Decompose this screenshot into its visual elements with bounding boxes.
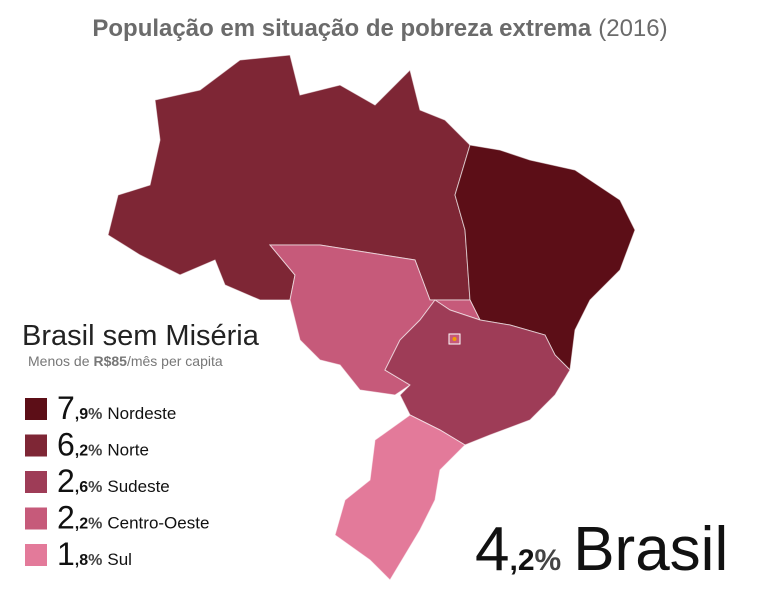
legend-unit: % xyxy=(88,443,102,460)
brasilia-dot xyxy=(452,337,457,341)
legend-text: 7,9% Nordeste xyxy=(57,390,176,426)
subtitle-before: Menos de xyxy=(28,353,90,369)
region-sul xyxy=(334,414,466,581)
legend-swatch xyxy=(25,544,47,566)
total-unit: % xyxy=(535,544,562,577)
title: População em situação de pobreza extrema… xyxy=(92,15,667,42)
total-label: Brasil xyxy=(573,515,728,584)
legend-unit: % xyxy=(88,406,102,423)
legend-region: Nordeste xyxy=(107,404,176,423)
legend-unit: % xyxy=(88,516,102,533)
legend-dec: ,2 xyxy=(75,516,88,533)
legend-int: 2 xyxy=(57,463,75,499)
legend-region: Centro-Oeste xyxy=(107,514,209,533)
title-year: (2016) xyxy=(598,15,667,42)
legend-region: Norte xyxy=(107,441,149,460)
total-dec: ,2 xyxy=(509,544,534,577)
legend-dec: ,6 xyxy=(75,479,88,496)
legend-text: 6,2% Norte xyxy=(57,427,149,463)
title-main: População em situação de pobreza extrema xyxy=(92,15,591,42)
legend-dec: ,8 xyxy=(75,552,88,569)
legend-swatch xyxy=(25,398,47,420)
legend-dec: ,2 xyxy=(75,443,88,460)
program-subtitle: Menos de R$85/mês per capita xyxy=(28,353,223,369)
legend-unit: % xyxy=(88,552,102,569)
legend-unit: % xyxy=(88,479,102,496)
total: 4,2% Brasil xyxy=(475,515,728,584)
legend-text: 2,6% Sudeste xyxy=(57,463,170,499)
legend-int: 1 xyxy=(57,536,75,572)
map xyxy=(107,54,636,581)
region-nordeste xyxy=(454,144,636,372)
subtitle-after: /mês per capita xyxy=(127,353,223,369)
legend-text: 1,8% Sul xyxy=(57,536,132,572)
legend-swatch xyxy=(25,434,47,457)
legend-region: Sudeste xyxy=(107,477,169,496)
legend-dec: ,9 xyxy=(75,406,88,423)
legend-int: 6 xyxy=(57,427,75,463)
legend-int: 2 xyxy=(57,500,75,536)
legend-region: Sul xyxy=(107,550,132,569)
subtitle-bold: R$85 xyxy=(93,353,127,369)
legend-swatch xyxy=(25,507,47,530)
legend-swatch xyxy=(25,471,47,493)
legend-text: 2,2% Centro-Oeste xyxy=(57,500,209,536)
total-int: 4 xyxy=(475,515,509,584)
legend-int: 7 xyxy=(57,390,75,426)
program-title: Brasil sem Miséria xyxy=(22,320,260,352)
